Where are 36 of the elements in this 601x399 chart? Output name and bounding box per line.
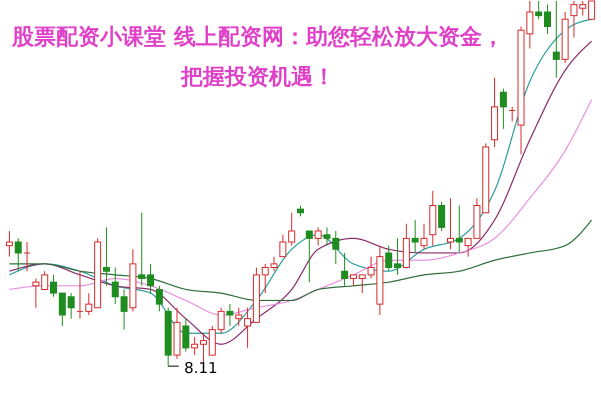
candlestick — [332, 230, 340, 264]
candlestick — [456, 204, 463, 254]
candlestick — [24, 241, 31, 272]
candlestick — [368, 256, 375, 280]
candlestick — [102, 226, 110, 286]
candlestick — [394, 238, 402, 276]
candlestick — [297, 204, 304, 217]
candlestick — [306, 230, 313, 283]
candlestick — [138, 212, 146, 286]
candlestick — [147, 263, 154, 294]
candlestick — [420, 223, 428, 250]
candlestick — [552, 0, 560, 78]
candlestick — [544, 4, 551, 34]
candlestick — [200, 332, 207, 363]
text: 股票配资小课堂 线上配资网：助您轻松放大资金，把握投资机遇！ — [11, 25, 504, 90]
candlestick — [412, 220, 419, 254]
candlestick — [76, 270, 84, 320]
candlestick — [446, 198, 454, 250]
candlestick — [464, 238, 472, 258]
candlestick — [535, 0, 542, 20]
candlestick — [6, 230, 13, 258]
candlestick — [500, 88, 507, 130]
candlestick — [182, 318, 190, 352]
candlestick — [341, 252, 348, 286]
candlestick — [226, 304, 234, 326]
candlestick — [156, 285, 163, 312]
candlestick — [191, 336, 198, 356]
candlestick — [50, 274, 58, 298]
candlestick — [314, 226, 322, 246]
candlestick — [508, 106, 516, 122]
candlestick — [270, 256, 278, 272]
annotation: 8.11 — [184, 359, 218, 378]
candlestick — [438, 201, 446, 232]
candlestick — [323, 226, 330, 246]
candlestick — [14, 238, 22, 272]
candlestick — [385, 245, 392, 272]
